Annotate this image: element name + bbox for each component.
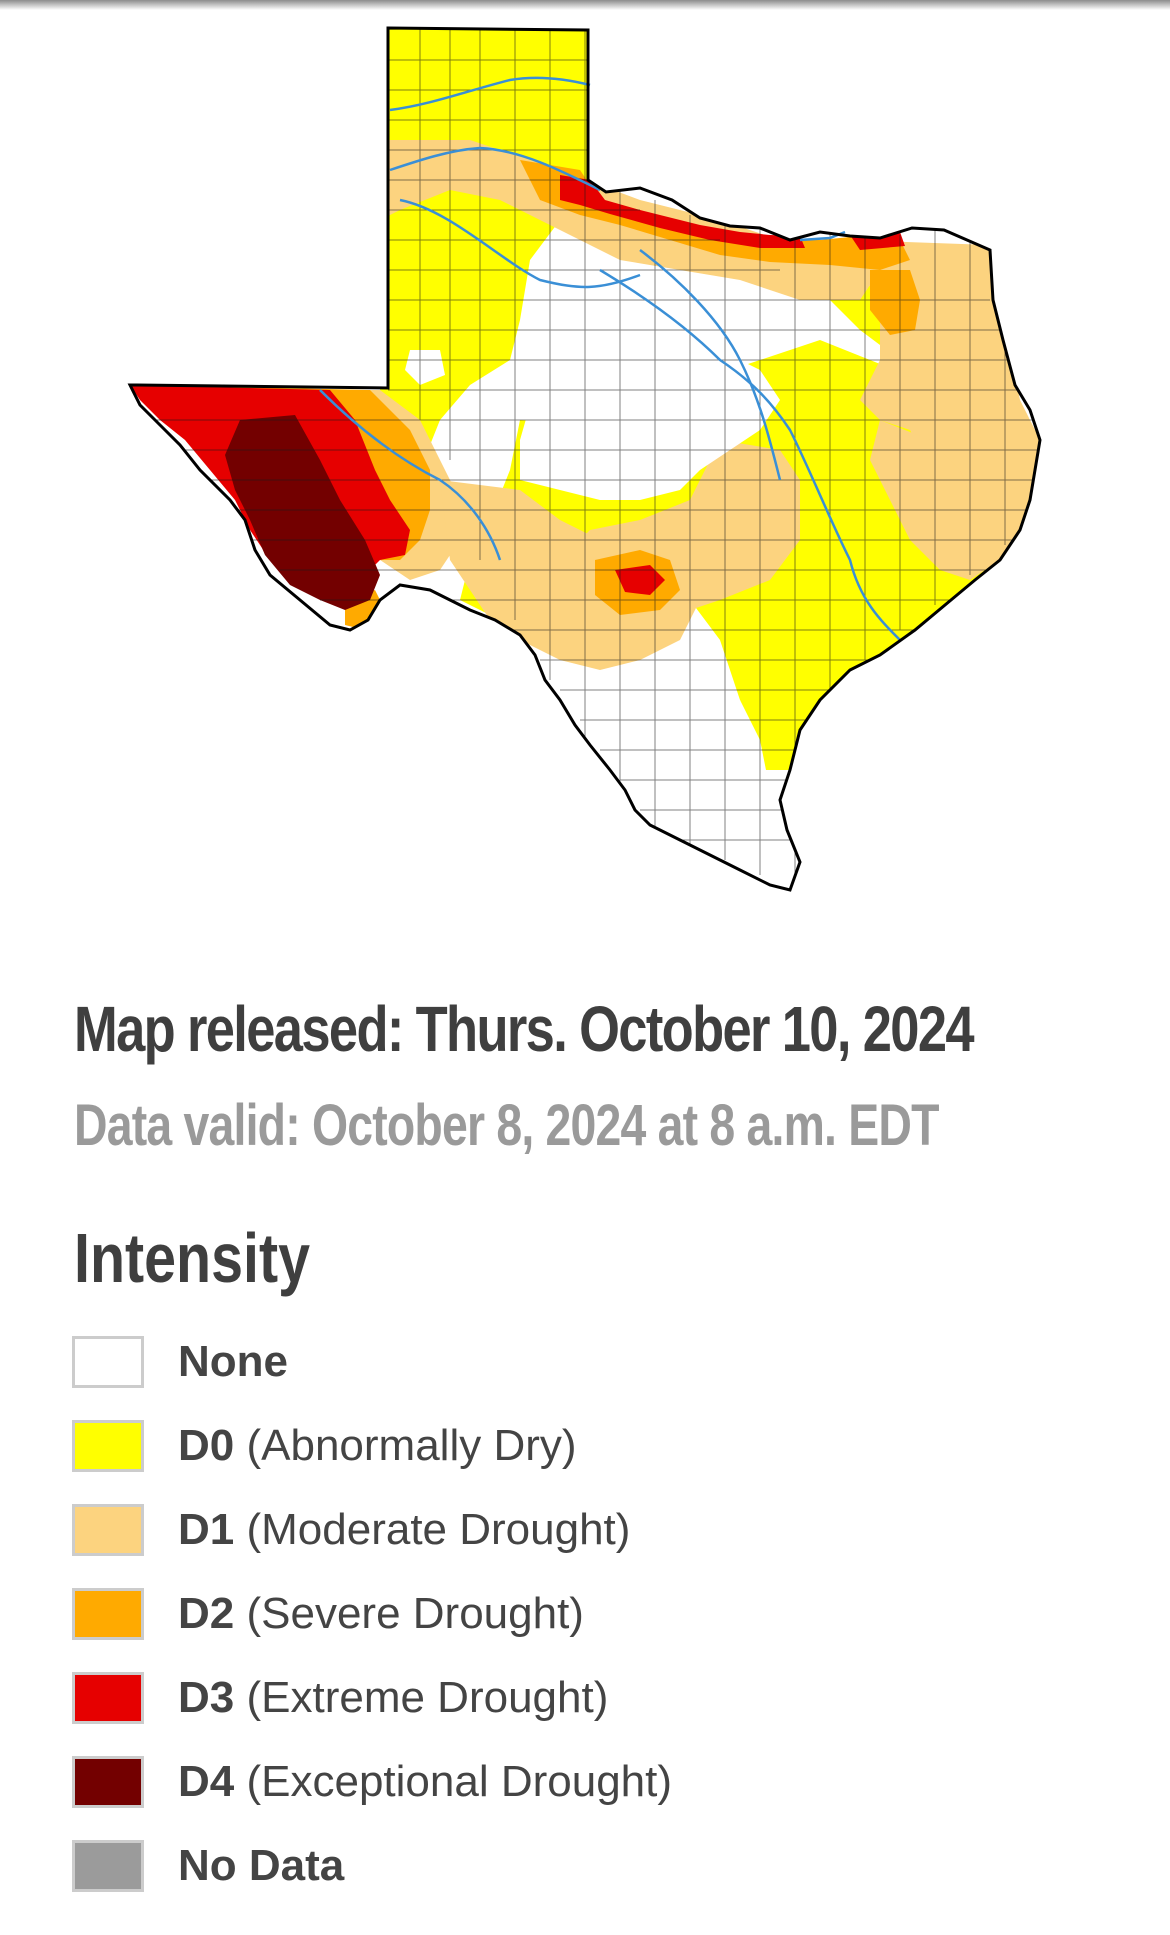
legend-swatch	[72, 1672, 144, 1724]
legend-desc: (Severe Drought)	[246, 1589, 584, 1638]
legend-item-none: None	[72, 1334, 672, 1390]
data-valid-date: Data valid: October 8, 2024 at 8 a.m. ED…	[74, 1093, 939, 1158]
legend: None D0 (Abnormally Dry) D1 (Moderate Dr…	[72, 1334, 672, 1922]
legend-code: D3	[178, 1673, 235, 1722]
legend-item-no-data: No Data	[72, 1838, 672, 1894]
d3-hill-spot	[615, 565, 665, 595]
drought-map	[0, 0, 1170, 935]
legend-desc: (Moderate Drought)	[246, 1505, 631, 1554]
legend-swatch	[72, 1756, 144, 1808]
none-west-spot	[405, 350, 445, 385]
legend-code: No Data	[178, 1841, 345, 1890]
legend-item-d0: D0 (Abnormally Dry)	[72, 1418, 672, 1474]
legend-item-d1: D1 (Moderate Drought)	[72, 1502, 672, 1558]
rivers	[319, 76, 901, 641]
legend-swatch	[72, 1336, 144, 1388]
legend-title: Intensity	[74, 1219, 311, 1297]
legend-swatch	[72, 1588, 144, 1640]
legend-desc: (Exceptional Drought)	[246, 1757, 673, 1806]
legend-item-d4: D4 (Exceptional Drought)	[72, 1754, 672, 1810]
d1-hill-country	[440, 480, 700, 670]
legend-swatch	[72, 1504, 144, 1556]
legend-swatch	[72, 1840, 144, 1892]
legend-swatch	[72, 1420, 144, 1472]
legend-item-d3: D3 (Extreme Drought)	[72, 1670, 672, 1726]
d2-red-river	[520, 160, 910, 270]
legend-code: D0	[178, 1421, 235, 1470]
legend-desc: (Abnormally Dry)	[246, 1421, 577, 1470]
map-released-date: Map released: Thurs. October 10, 2024	[74, 993, 975, 1065]
legend-code: None	[178, 1337, 288, 1386]
legend-code: D1	[178, 1505, 235, 1554]
d2-north-east	[870, 270, 920, 335]
legend-item-d2: D2 (Severe Drought)	[72, 1586, 672, 1642]
d4-big-bend	[225, 415, 380, 610]
legend-desc: (Extreme Drought)	[246, 1673, 609, 1722]
legend-code: D2	[178, 1589, 235, 1638]
top-shadow	[0, 0, 1170, 10]
legend-code: D4	[178, 1757, 235, 1806]
